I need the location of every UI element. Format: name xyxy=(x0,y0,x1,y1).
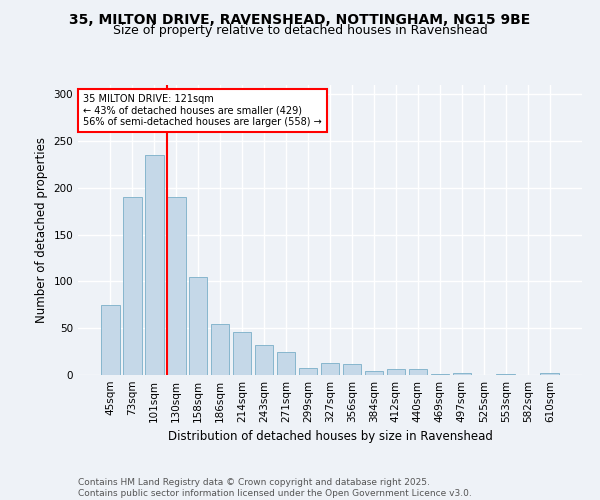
Bar xyxy=(386,370,405,375)
Bar xyxy=(255,345,274,375)
Bar xyxy=(189,277,208,375)
Bar xyxy=(343,364,361,375)
Text: 35 MILTON DRIVE: 121sqm
← 43% of detached houses are smaller (429)
56% of semi-d: 35 MILTON DRIVE: 121sqm ← 43% of detache… xyxy=(83,94,322,127)
Bar xyxy=(409,370,427,375)
Text: 35, MILTON DRIVE, RAVENSHEAD, NOTTINGHAM, NG15 9BE: 35, MILTON DRIVE, RAVENSHEAD, NOTTINGHAM… xyxy=(70,12,530,26)
Text: Contains HM Land Registry data © Crown copyright and database right 2025.
Contai: Contains HM Land Registry data © Crown c… xyxy=(78,478,472,498)
Bar xyxy=(123,198,142,375)
Y-axis label: Number of detached properties: Number of detached properties xyxy=(35,137,48,323)
Bar xyxy=(211,324,229,375)
Text: Size of property relative to detached houses in Ravenshead: Size of property relative to detached ho… xyxy=(113,24,487,37)
Bar xyxy=(299,368,317,375)
Bar xyxy=(145,155,164,375)
Bar xyxy=(541,373,559,375)
Bar xyxy=(496,374,515,375)
X-axis label: Distribution of detached houses by size in Ravenshead: Distribution of detached houses by size … xyxy=(167,430,493,444)
Bar xyxy=(167,198,185,375)
Bar xyxy=(320,363,340,375)
Bar xyxy=(233,332,251,375)
Bar xyxy=(431,374,449,375)
Bar xyxy=(101,305,119,375)
Bar xyxy=(277,352,295,375)
Bar xyxy=(365,372,383,375)
Bar xyxy=(452,373,471,375)
